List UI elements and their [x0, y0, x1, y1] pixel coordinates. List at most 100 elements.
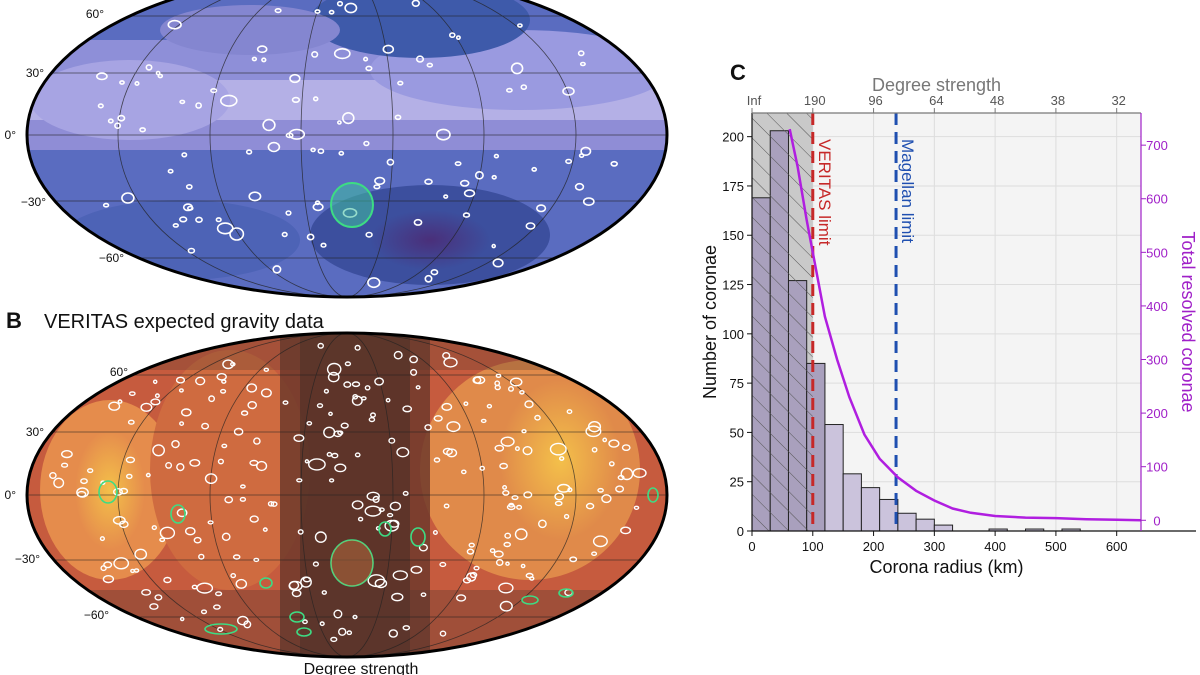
corona-outline-a	[114, 122, 122, 129]
corona-outline-a	[430, 269, 439, 276]
corona-outline-a	[251, 56, 258, 62]
corona-outline-b	[486, 403, 493, 409]
corona-outline-b	[346, 630, 353, 636]
corona-outline-b	[232, 554, 241, 560]
corona-outline-b	[178, 388, 184, 393]
corona-outline-b	[151, 525, 158, 531]
corona-outline-b	[316, 403, 324, 409]
x-axis-title: Corona radius (km)	[869, 557, 1023, 577]
corona-outline-b	[374, 578, 388, 589]
corona-outline-a	[493, 153, 500, 159]
corona-outline-b	[99, 536, 105, 542]
corona-outline-b	[585, 502, 595, 510]
corona-outline-b	[585, 425, 602, 438]
corona-outline-a	[474, 171, 484, 180]
corona-outline-b	[523, 491, 533, 499]
top-tick-label: 96	[868, 93, 882, 108]
corona-outline-b	[563, 513, 570, 520]
corona-outline-b	[591, 551, 598, 557]
corona-outline-b	[249, 459, 259, 467]
corona-outline-a	[382, 44, 395, 54]
corona-outline-b	[103, 561, 113, 569]
corona-outline-a	[134, 81, 140, 87]
histogram-bar	[915, 518, 935, 532]
corona-outline-b	[262, 527, 268, 532]
corona-outline-a	[454, 161, 462, 167]
corona-outline-b	[288, 580, 300, 590]
corona-outline-b	[253, 557, 260, 563]
corona-outline-b	[442, 352, 451, 360]
corona-outline-b	[152, 444, 166, 457]
corona-outline-b	[462, 577, 472, 584]
top-tick-label: 48	[990, 93, 1004, 108]
corona-outline-a	[365, 231, 373, 238]
corona-outline-a	[367, 277, 381, 289]
corona-outline-b	[108, 401, 121, 411]
corona-outline-b	[319, 621, 325, 627]
corona-outline-b	[338, 627, 347, 636]
corona-outline-a	[394, 114, 402, 121]
corona-outline-a	[577, 50, 585, 57]
corona-outline-b	[246, 383, 258, 393]
corona-outline-b	[302, 576, 312, 583]
corona-outline-b	[495, 559, 504, 567]
corona-outline-a	[229, 227, 245, 241]
corona-outline-a	[397, 80, 404, 86]
corona-outline-b	[229, 361, 236, 367]
corona-outline-b	[514, 446, 520, 452]
corona-outline-b	[498, 582, 514, 594]
corona-outline-b	[388, 437, 396, 444]
corona-outline-b	[569, 556, 578, 563]
corona-outline-b	[215, 591, 223, 597]
corona-outline-a	[314, 200, 321, 206]
corona-outline-a	[448, 32, 456, 38]
corona-outline-b	[216, 372, 227, 381]
corona-outline-b	[402, 405, 413, 413]
corona-outline-b	[549, 442, 567, 456]
corona-outline-a	[215, 217, 222, 223]
corona-outline-b	[179, 616, 185, 622]
corona-outline-b	[393, 350, 403, 360]
corona-outline-b	[176, 508, 188, 518]
corona-outline-b	[217, 626, 224, 632]
corona-outline-b	[597, 487, 604, 493]
corona-outline-b	[521, 429, 527, 434]
corona-outline-b	[340, 422, 349, 429]
corona-outline-b	[469, 571, 478, 579]
corona-outline-a	[314, 9, 321, 14]
corona-outline-b	[118, 520, 129, 529]
resolved-corona-outline	[410, 527, 426, 547]
corona-outline-b	[152, 379, 158, 385]
corona-outline-a	[413, 218, 423, 226]
corona-outline-b	[53, 477, 65, 489]
y-tick-label: 75	[730, 376, 744, 391]
corona-outline-b	[333, 430, 343, 438]
corona-outline-b	[154, 393, 160, 399]
panel-c-letter: C	[730, 60, 746, 85]
histogram-chart: VERITAS limit Magellan limit 0 100 200 300 40…	[700, 75, 1198, 577]
corona-outline-a	[491, 174, 497, 180]
corona-outline-b	[76, 490, 87, 498]
corona-outline-a	[373, 184, 381, 190]
corona-outline-b	[260, 388, 272, 398]
corona-outline-b	[204, 473, 218, 484]
corona-outline-b	[141, 589, 152, 596]
corona-outline-b	[236, 615, 249, 626]
corona-outline-a	[288, 128, 306, 140]
x-tick-label: 200	[863, 539, 885, 554]
corona-outline-a	[256, 45, 268, 54]
corona-outline-b	[304, 459, 310, 464]
cumulative-line	[788, 128, 1142, 522]
corona-outline-a	[181, 152, 188, 158]
x-tick-label: 400	[984, 539, 1006, 554]
corona-outline-b	[370, 412, 377, 418]
corona-outline-b	[343, 381, 352, 388]
corona-outline-b	[222, 359, 235, 370]
corona-outline-a	[535, 204, 547, 213]
corona-outline-a	[344, 2, 358, 14]
corona-outline-a	[336, 0, 344, 7]
corona-outline-a	[179, 216, 188, 223]
corona-outline-b	[420, 592, 427, 598]
corona-outline-a	[187, 247, 196, 254]
corona-outline-b	[494, 444, 505, 452]
